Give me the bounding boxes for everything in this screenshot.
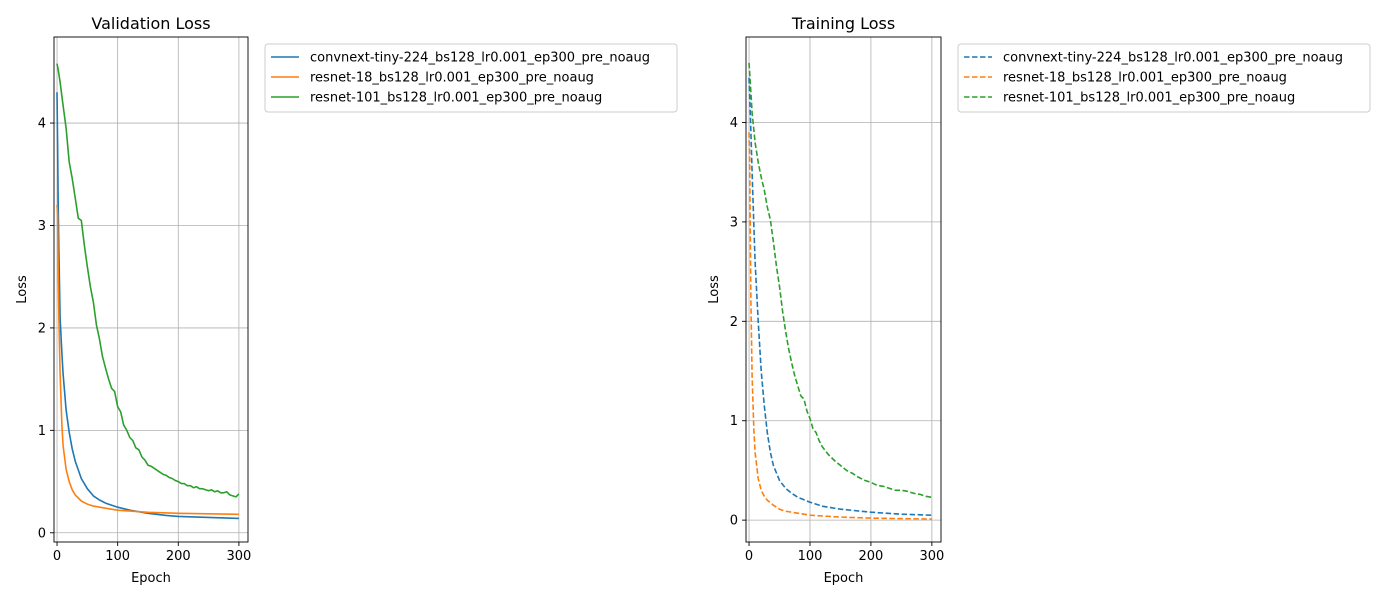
validation-y-tick-label: 4 [38, 117, 46, 132]
training-chart: 0 100 200 300 0 1 2 3 4 Training Loss Epoch Loss con… [707, 14, 1371, 586]
validation-y-tick-label: 1 [38, 424, 46, 439]
validation-y-axis-label: Loss [15, 275, 30, 304]
training-legend-label-2: resnet-101_bs128_lr0.001_ep300_pre_noaug [1003, 91, 1295, 106]
validation-legend: convnext-tiny-224_bs128_lr0.001_ep300_pr… [264, 43, 678, 113]
training-y-tick-label: 1 [730, 414, 738, 429]
validation-x-axis-label: Epoch [131, 571, 171, 586]
validation-y-tick-label: 3 [38, 219, 46, 234]
validation-x-tick-label: 0 [53, 549, 61, 564]
training-y-axis-label: Loss [707, 275, 722, 304]
training-series-line-2 [748, 62, 933, 499]
training-legend-label-0: convnext-tiny-224_bs128_lr0.001_ep300_pr… [1003, 51, 1343, 66]
training-axes-frame [745, 36, 942, 543]
training-x-tick-label: 200 [859, 549, 884, 564]
validation-x-tick-label: 100 [105, 549, 130, 564]
training-series-line-0 [748, 77, 932, 516]
validation-series-line-2 [56, 63, 240, 498]
validation-chart-title: Validation Loss [91, 14, 210, 33]
validation-series-line-0 [56, 92, 239, 520]
validation-series-line-1 [56, 204, 239, 516]
training-x-tick-label: 100 [798, 549, 823, 564]
validation-x-tick-label: 200 [166, 549, 191, 564]
training-chart-title: Training Loss [791, 14, 895, 33]
training-y-tick-label: 0 [730, 514, 738, 529]
validation-y-tick-label: 2 [38, 321, 46, 336]
validation-legend-frame [264, 43, 678, 113]
training-y-tick-label: 2 [730, 315, 738, 330]
validation-legend-label-2: resnet-101_bs128_lr0.001_ep300_pre_noaug [310, 91, 602, 106]
training-y-tick-label: 4 [730, 116, 738, 131]
training-x-tick-label: 300 [919, 549, 944, 564]
training-legend-frame [957, 43, 1371, 113]
validation-x-tick-label: 300 [226, 549, 251, 564]
training-x-axis-label: Epoch [824, 571, 864, 586]
training-legend-label-1: resnet-18_bs128_lr0.001_ep300_pre_noaug [1003, 71, 1287, 86]
validation-axes-frame [53, 36, 249, 543]
training-legend: convnext-tiny-224_bs128_lr0.001_ep300_pr… [957, 43, 1371, 113]
validation-chart: 0 100 200 300 0 1 2 3 4 Validation Loss Epoch Loss c… [15, 14, 678, 586]
validation-y-tick-label: 0 [38, 526, 46, 541]
training-series-line-1 [748, 132, 932, 520]
validation-legend-label-1: resnet-18_bs128_lr0.001_ep300_pre_noaug [310, 71, 594, 86]
validation-legend-label-0: convnext-tiny-224_bs128_lr0.001_ep300_pr… [310, 51, 650, 66]
training-y-tick-label: 3 [730, 215, 738, 230]
training-x-tick-label: 0 [745, 549, 753, 564]
